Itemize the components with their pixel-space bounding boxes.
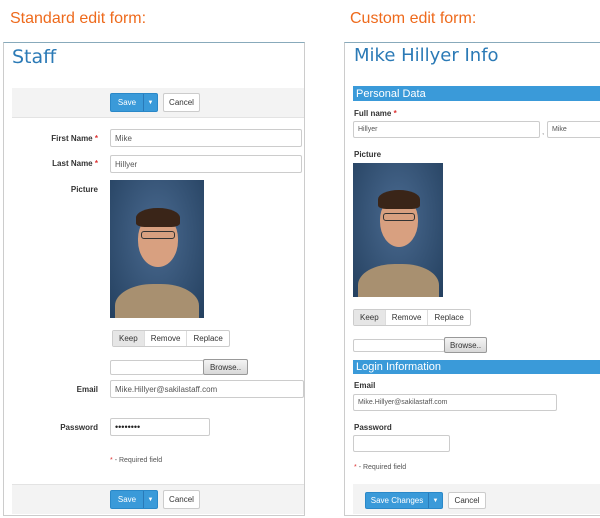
password-input[interactable]: [353, 435, 450, 452]
picture-label: Picture: [70, 185, 98, 194]
required-note: * - Required field: [354, 464, 407, 471]
cancel-button[interactable]: Cancel: [163, 93, 200, 112]
picture-label: Picture: [354, 150, 382, 159]
file-input[interactable]: [353, 339, 445, 352]
chevron-down-icon[interactable]: ▼: [143, 491, 157, 508]
top-toolbar: [12, 88, 304, 118]
staff-photo: [353, 163, 443, 297]
save-changes-button[interactable]: Save Changes ▼: [365, 492, 443, 509]
picture-action-group: Keep Remove Replace: [112, 330, 230, 347]
picture-action-group: Keep Remove Replace: [353, 309, 471, 326]
remove-button[interactable]: Remove: [386, 310, 429, 325]
chevron-down-icon[interactable]: ▼: [143, 94, 157, 111]
name-separator: ,: [542, 127, 545, 136]
page-title: Staff: [12, 46, 57, 68]
password-label: Password: [354, 423, 392, 432]
section-personal-data: Personal Data: [353, 86, 600, 101]
password-input[interactable]: ••••••••: [110, 418, 210, 436]
section-login-information: Login Information: [353, 360, 600, 374]
email-label: Email: [354, 381, 376, 390]
first-name-label: First Name *: [51, 134, 98, 143]
page-title: Mike Hillyer Info: [354, 45, 499, 66]
browse-button[interactable]: Browse..: [444, 337, 487, 353]
email-input[interactable]: Mike.Hillyer@sakilastaff.com: [353, 394, 557, 411]
bottom-toolbar: [12, 484, 304, 514]
last-name-label: Last Name *: [52, 159, 98, 168]
standard-caption: Standard edit form:: [10, 10, 147, 27]
last-name-input[interactable]: Hillyer: [110, 155, 302, 173]
replace-button[interactable]: Replace: [193, 334, 223, 343]
cancel-button-bottom[interactable]: Cancel: [163, 490, 200, 509]
browse-button[interactable]: Browse..: [203, 359, 248, 375]
required-note: * - Required field: [110, 457, 163, 464]
cancel-button[interactable]: Cancel: [448, 492, 486, 509]
save-button-bottom[interactable]: Save ▼: [110, 490, 158, 509]
file-input[interactable]: [110, 360, 204, 375]
remove-button[interactable]: Remove: [145, 331, 188, 346]
keep-button[interactable]: Keep: [113, 331, 145, 346]
last-name-input[interactable]: Hillyer: [353, 121, 540, 138]
replace-button[interactable]: Replace: [434, 313, 464, 322]
email-input[interactable]: Mike.Hillyer@sakilastaff.com: [110, 380, 304, 398]
custom-caption: Custom edit form:: [350, 10, 477, 27]
save-button[interactable]: Save ▼: [110, 93, 158, 112]
password-label: Password: [60, 423, 98, 432]
full-name-label: Full name *: [354, 109, 397, 118]
first-name-input[interactable]: Mike: [547, 121, 600, 138]
keep-button[interactable]: Keep: [354, 310, 386, 325]
first-name-input[interactable]: Mike: [110, 129, 302, 147]
chevron-down-icon[interactable]: ▼: [428, 493, 442, 508]
email-label: Email: [76, 385, 98, 394]
staff-photo: [110, 180, 204, 318]
